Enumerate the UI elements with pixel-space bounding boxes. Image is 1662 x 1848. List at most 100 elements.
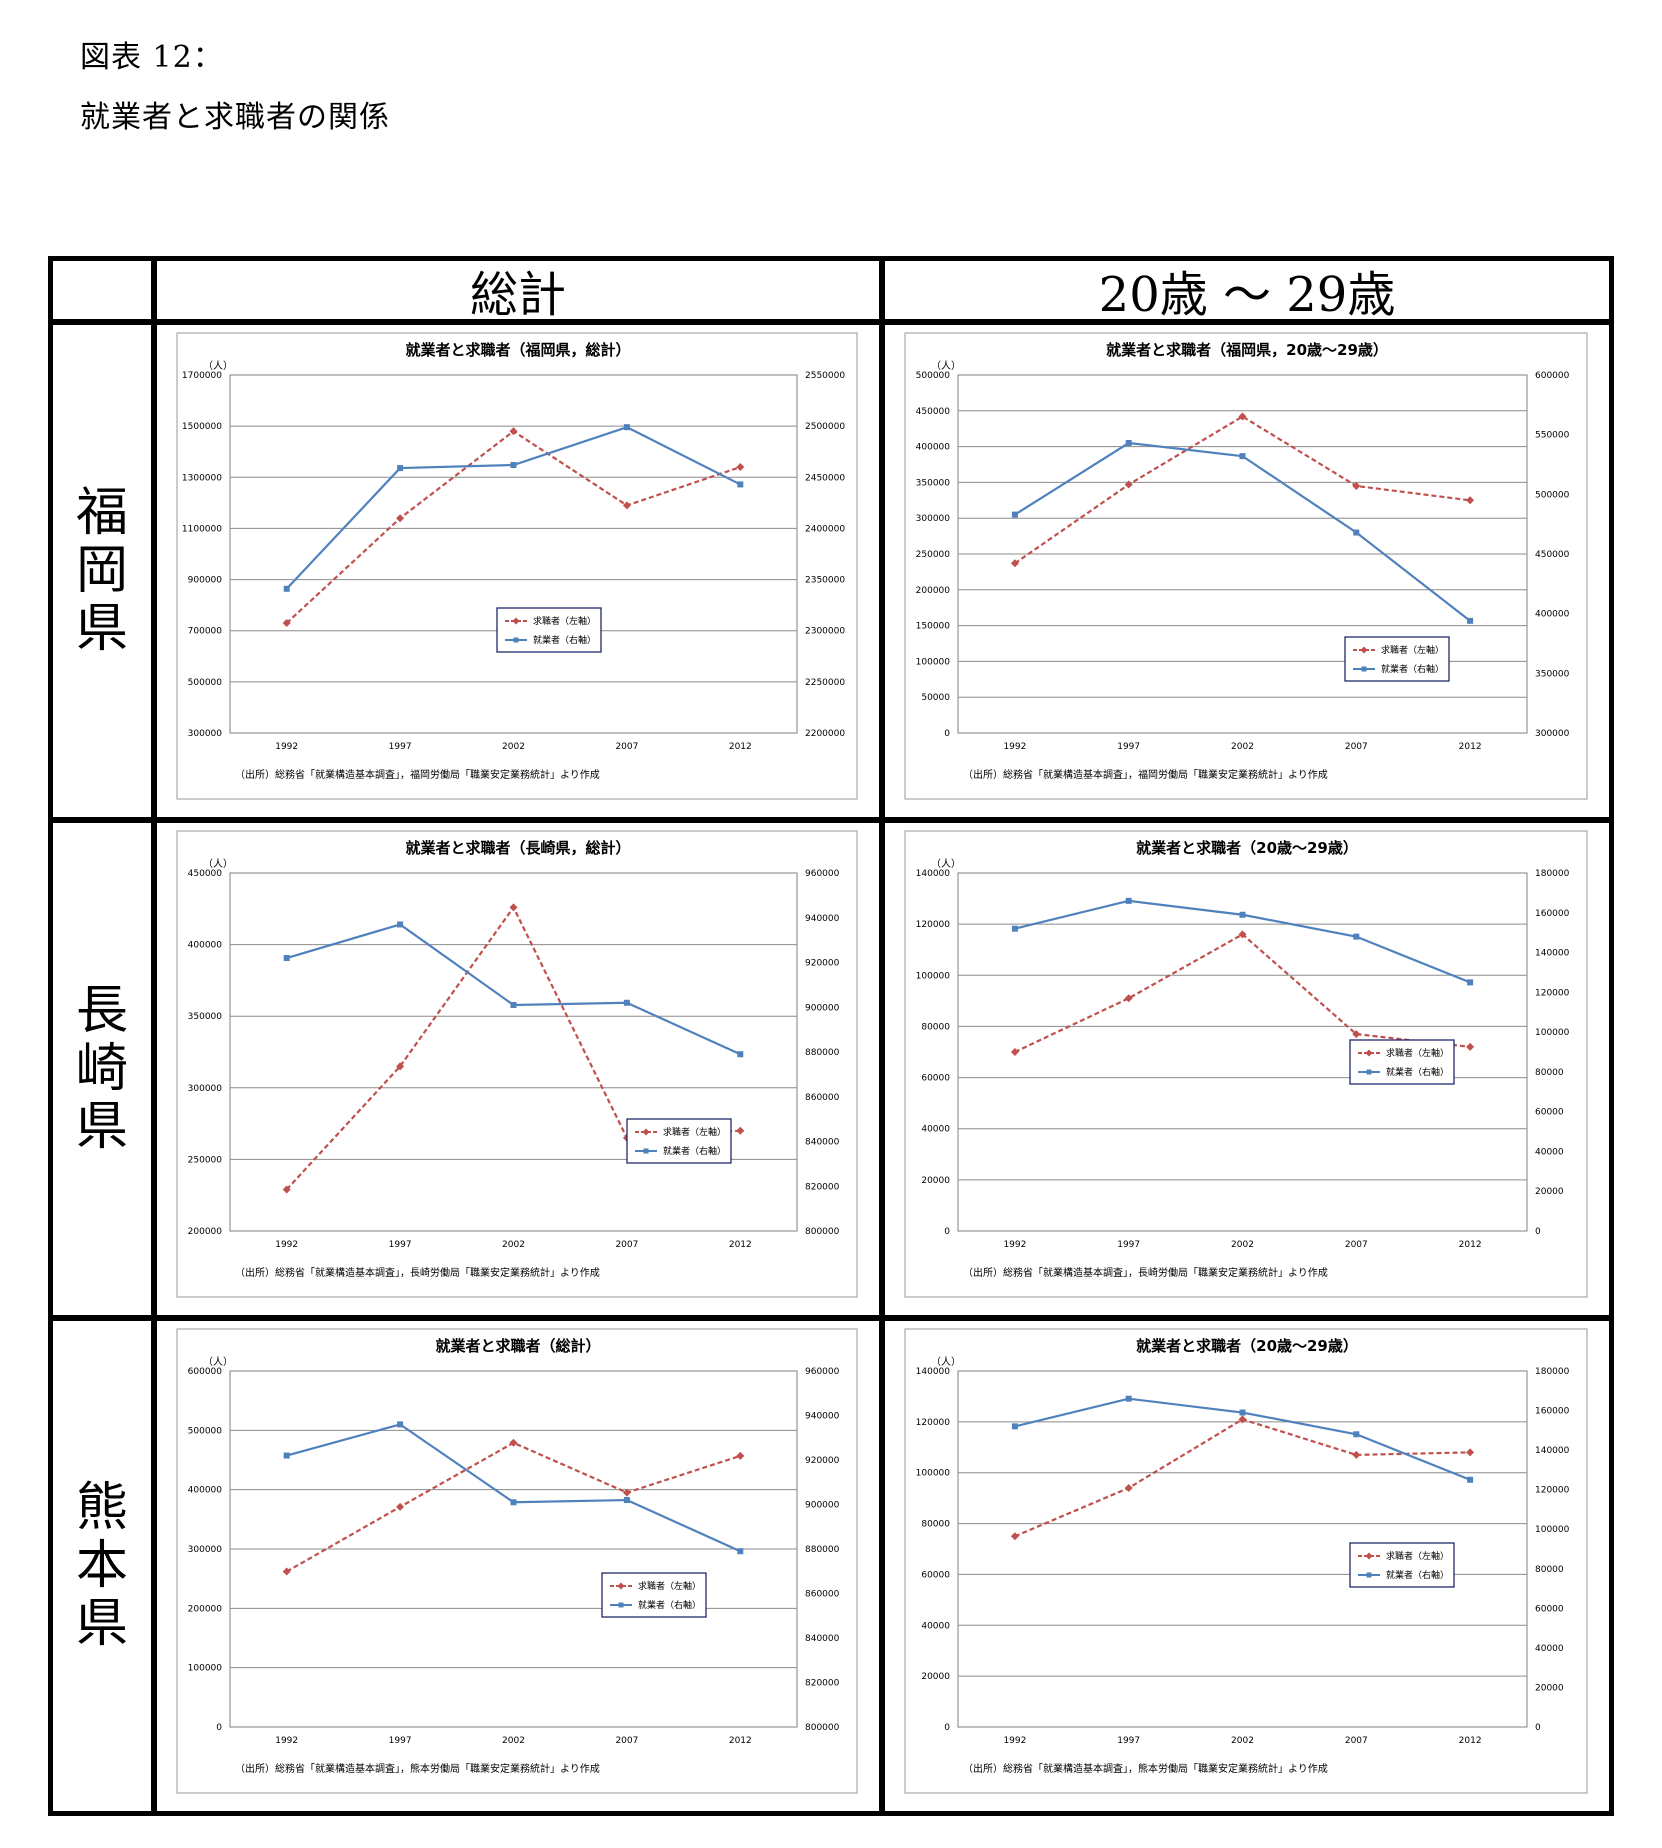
right-axis-tick-label: 180000 <box>1535 1367 1570 1377</box>
legend-label-job-seekers: 求職者（左軸） <box>533 615 596 627</box>
right-axis-tick-label: 800000 <box>805 1227 840 1237</box>
chart-title: 就業者と求職者（総計） <box>435 1337 600 1355</box>
left-axis-tick-label: 300000 <box>188 729 223 739</box>
right-axis-tick-label: 960000 <box>805 869 840 879</box>
right-axis-tick-label: 2450000 <box>805 473 845 483</box>
data-point-job-seekers <box>736 463 745 472</box>
legend: 求職者（左軸） 就業者（右軸） <box>1349 1039 1455 1085</box>
data-point-job-seekers <box>1124 994 1133 1003</box>
right-axis-tick-label: 820000 <box>805 1679 840 1689</box>
left-axis-tick-label: 120000 <box>916 920 951 930</box>
right-axis-tick-label: 940000 <box>805 914 840 924</box>
source-note: （出所）総務省「就業構造基本調査」，長崎労働局「職業安定業務統計」より作成 <box>963 1266 1328 1279</box>
grid-divider <box>879 261 885 1811</box>
left-axis-tick-label: 140000 <box>916 1367 951 1377</box>
series-line-job-seekers <box>1014 415 1471 565</box>
left-axis-tick-label: 300000 <box>188 1084 223 1094</box>
left-axis-tick-label: 450000 <box>916 407 951 417</box>
data-point-job-seekers <box>1352 1030 1361 1039</box>
right-axis-tick-label: 180000 <box>1535 869 1570 879</box>
left-axis-tick-label: 100000 <box>916 657 951 667</box>
right-axis-tick-label: 300000 <box>1535 729 1570 739</box>
left-axis-tick-label: 60000 <box>921 1074 950 1084</box>
data-point-employed <box>737 481 744 488</box>
x-axis-tick-label: 2002 <box>1231 742 1254 752</box>
legend-marker-job-seekers <box>1360 646 1368 654</box>
data-point-job-seekers <box>1124 480 1133 489</box>
data-point-job-seekers <box>1238 1415 1247 1424</box>
right-axis-tick-label: 100000 <box>1535 1525 1570 1535</box>
right-axis-tick-label: 100000 <box>1535 1028 1570 1038</box>
column-header-age-20-29: 20歳 〜 29歳 <box>1098 267 1396 323</box>
left-axis-tick-label: 80000 <box>921 1520 950 1530</box>
left-axis-tick-label: 140000 <box>916 869 951 879</box>
data-point-job-seekers <box>1466 496 1475 505</box>
x-axis-tick-label: 2007 <box>1345 1736 1368 1746</box>
data-point-employed <box>397 1421 404 1428</box>
chart-cell-fukuoka-20-29: 就業者と求職者（福岡県，20歳〜29歳） （人） 500000 450000 40000… <box>885 325 1609 817</box>
data-point-job-seekers <box>396 514 405 523</box>
unit-label: （人） <box>931 858 961 870</box>
right-axis-tick-label: 2500000 <box>805 422 845 432</box>
x-axis-tick-label: 2007 <box>615 1240 638 1250</box>
x-axis-tick-label: 2012 <box>729 1240 752 1250</box>
unit-label: （人） <box>203 360 233 372</box>
figure-caption: 就業者と求職者の関係 <box>80 100 390 135</box>
data-point-employed <box>283 1452 290 1459</box>
legend-label-job-seekers: 求職者（左軸） <box>638 1580 701 1592</box>
left-axis-tick-label: 0 <box>944 1723 950 1733</box>
right-axis-tick-label: 920000 <box>805 1456 840 1466</box>
data-point-employed <box>1467 979 1474 986</box>
right-axis-tick-label: 840000 <box>805 1138 840 1148</box>
x-axis-tick-label: 1992 <box>1003 1736 1026 1746</box>
data-point-employed <box>623 1497 630 1504</box>
x-axis-tick-label: 2002 <box>502 742 525 752</box>
data-point-employed <box>397 465 404 472</box>
left-axis-tick-label: 0 <box>944 1227 950 1237</box>
chart-title: 就業者と求職者（福岡県，20歳〜29歳） <box>1106 341 1388 359</box>
left-axis-tick-label: 50000 <box>921 693 950 703</box>
source-note: （出所）総務省「就業構造基本調査」，長崎労働局「職業安定業務統計」より作成 <box>235 1266 600 1279</box>
data-point-job-seekers <box>736 1451 745 1460</box>
left-axis-tick-label: 0 <box>944 729 950 739</box>
legend-marker-employed <box>1366 1572 1372 1578</box>
x-axis-tick-label: 1992 <box>1003 742 1026 752</box>
chart-title: 就業者と求職者（福岡県，総計） <box>405 341 630 359</box>
legend-marker-job-seekers <box>617 1582 625 1590</box>
legend: 求職者（左軸） 就業者（右軸） <box>1344 636 1450 682</box>
right-axis-tick-label: 880000 <box>805 1048 840 1058</box>
data-point-employed <box>1467 617 1474 624</box>
legend-label-job-seekers: 求職者（左軸） <box>1381 644 1444 656</box>
right-axis-tick-label: 160000 <box>1535 1407 1570 1417</box>
chart-title: 就業者と求職者（20歳〜29歳） <box>1136 839 1358 857</box>
left-axis-tick-label: 500000 <box>916 371 951 381</box>
chart-cell-nagasaki-20-29: 就業者と求職者（20歳〜29歳） （人） 140000 120000 100000 800… <box>885 823 1609 1315</box>
x-axis-tick-label: 2002 <box>502 1240 525 1250</box>
left-axis-tick-label: 250000 <box>916 550 951 560</box>
x-axis-tick-label: 2007 <box>615 742 638 752</box>
data-point-employed <box>737 1051 744 1058</box>
right-axis-tick-label: 940000 <box>805 1412 840 1422</box>
left-axis-tick-label: 40000 <box>921 1125 950 1135</box>
data-point-employed <box>397 921 404 928</box>
data-point-employed <box>1353 1431 1360 1438</box>
unit-label: （人） <box>203 1356 233 1368</box>
row-header-nagasaki: 長 崎 県 <box>53 823 151 1315</box>
legend-label-job-seekers: 求職者（左軸） <box>1386 1047 1449 1059</box>
unit-label: （人） <box>931 1356 961 1368</box>
x-axis-tick-label: 1997 <box>1117 1736 1140 1746</box>
legend: 求職者（左軸） 就業者（右軸） <box>626 1118 732 1164</box>
chart-kumamoto-20-29: 就業者と求職者（20歳〜29歳）（人）140000120000100000800… <box>904 1328 1588 1794</box>
right-axis-tick-label: 600000 <box>1535 371 1570 381</box>
left-axis-tick-label: 60000 <box>921 1570 950 1580</box>
chart-table: 総計 20歳 〜 29歳 福 岡 県 長 崎 県 熊 本 県 就業者と求職者（福… <box>48 256 1614 1816</box>
legend-marker-employed <box>643 1148 649 1154</box>
right-axis-tick-label: 2200000 <box>805 729 845 739</box>
left-axis-tick-label: 80000 <box>921 1022 950 1032</box>
x-axis-tick-label: 2002 <box>502 1736 525 1746</box>
data-point-job-seekers <box>396 1502 405 1511</box>
right-axis-tick-label: 0 <box>1535 1723 1541 1733</box>
legend-marker-job-seekers <box>512 617 520 625</box>
legend-marker-employed <box>513 637 519 643</box>
left-axis-tick-label: 40000 <box>921 1621 950 1631</box>
